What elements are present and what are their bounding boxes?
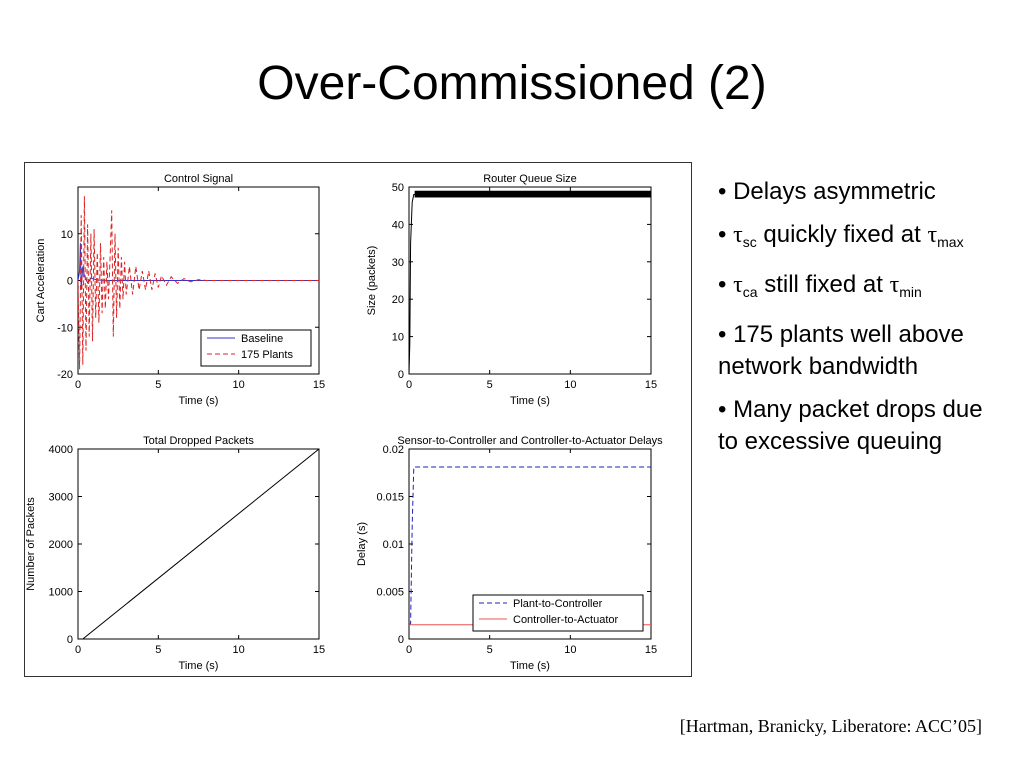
subscript: sc [742,234,757,250]
y-tick-label: 0.02 [383,444,404,456]
x-tick-label: 0 [406,644,412,656]
bullet-item: • Delays asymmetric [718,176,1008,208]
bullet-item: • τca still fixed at τmin [718,269,1008,308]
y-tick-label: 0.015 [376,492,404,504]
bullet-text: 175 plants well above network bandwidth [718,321,964,380]
y-tick-label: 1000 [49,587,73,599]
bullet-marker: • [718,271,727,298]
y-tick-label: 0 [398,369,404,381]
y-tick-label: -10 [57,322,73,334]
tau-symbol: τ [733,272,743,298]
x-tick-label: 10 [564,379,576,391]
slide-title: Over-Commissioned (2) [257,57,767,110]
x-tick-label: 10 [564,644,576,656]
x-axis-label: Time (s) [510,395,550,407]
bullet-text: still fixed at [757,271,890,298]
x-axis-label: Time (s) [510,660,550,672]
chart-title: Total Dropped Packets [143,435,254,447]
x-tick-label: 5 [487,644,493,656]
x-tick-label: 15 [313,379,325,391]
y-axis-label: Cart Acceleration [35,239,47,323]
y-tick-label: 50 [392,182,404,194]
citation: [Hartman, Branicky, Liberatore: ACC’05] [679,716,982,736]
x-tick-label: 0 [75,644,81,656]
y-tick-label: 0.01 [383,539,404,551]
y-tick-label: 4000 [49,444,73,456]
x-tick-label: 15 [645,644,657,656]
chart-2: Router Queue Size 0 5 10 15 0 10 20 30 40 50 Time (… [366,173,657,407]
tau-symbol: τ [889,272,900,298]
y-tick-label: 40 [392,219,404,231]
subscript: ca [742,284,758,300]
figure-panel: Control Signal 0 5 10 15 -20 -10 0 10 Time (s) Car… [24,162,692,677]
plot-area [77,448,320,640]
y-tick-label: 0.005 [376,587,404,599]
chart-title: Sensor-to-Controller and Controller-to-A… [397,435,663,447]
x-tick-label: 0 [406,379,412,391]
y-tick-label: 0 [398,634,404,646]
chart-1: Control Signal 0 5 10 15 -20 -10 0 10 Time (s) Car… [35,173,325,407]
x-axis-label: Time (s) [179,660,219,672]
x-axis-label: Time (s) [179,395,219,407]
subscript: min [899,284,922,300]
y-tick-label: 10 [392,332,404,344]
x-tick-label: 15 [313,644,325,656]
charts-svg: Control Signal 0 5 10 15 -20 -10 0 10 Time (s) Car… [25,173,663,672]
bullet-item: • τsc quickly fixed at τmax [718,219,1008,258]
y-tick-label: 3000 [49,492,73,504]
y-tick-label: 0 [67,276,73,288]
legend-label: Plant-to-Controller [513,598,603,610]
legend-label: Controller-to-Actuator [513,614,618,626]
plot-area [408,186,652,375]
bullet-marker: • [718,321,727,348]
chart-title: Control Signal [164,173,233,185]
tau-symbol: τ [733,222,743,248]
y-tick-label: 2000 [49,539,73,551]
bullet-text: Many packet drops due to excessive queui… [718,396,983,455]
bullet-list: • Delays asymmetric • τsc quickly fixed … [718,176,1008,469]
y-tick-label: 10 [61,229,73,241]
y-tick-label: 0 [67,634,73,646]
x-tick-label: 10 [233,379,245,391]
bullet-text: quickly fixed at [756,221,928,248]
series-line-1 [78,449,319,639]
chart-3: Total Dropped Packets 0 5 10 15 0 1000 2000 3000… [25,435,325,672]
legend-label: 175 Plants [241,349,293,361]
y-axis-label: Delay (s) [356,522,368,566]
x-tick-label: 5 [155,379,161,391]
y-axis-label: Number of Packets [25,497,37,591]
bullet-text: Delays asymmetric [733,178,936,205]
series-line-1 [409,466,651,626]
subscript: max [937,234,964,250]
x-tick-label: 5 [487,379,493,391]
series-line-1 [409,194,651,374]
bullet-marker: • [718,396,727,423]
bullet-item: • 175 plants well above network bandwidt… [718,319,1008,383]
y-tick-label: 20 [392,294,404,306]
legend-label: Baseline [241,333,283,345]
series-line-2 [78,196,319,370]
x-tick-label: 15 [645,379,657,391]
y-tick-label: 30 [392,257,404,269]
y-tick-label: -20 [57,369,73,381]
bullet-marker: • [718,221,727,248]
x-tick-label: 10 [233,644,245,656]
bullet-item: • Many packet drops due to excessive que… [718,394,1008,458]
y-axis-label: Size (packets) [366,246,378,316]
x-tick-label: 0 [75,379,81,391]
chart-4: Sensor-to-Controller and Controller-to-A… [356,435,663,672]
x-tick-label: 5 [155,644,161,656]
legend [472,594,644,632]
tau-symbol: τ [927,222,938,248]
chart-title: Router Queue Size [483,173,577,185]
bullet-marker: • [718,178,727,205]
legend [200,329,312,367]
